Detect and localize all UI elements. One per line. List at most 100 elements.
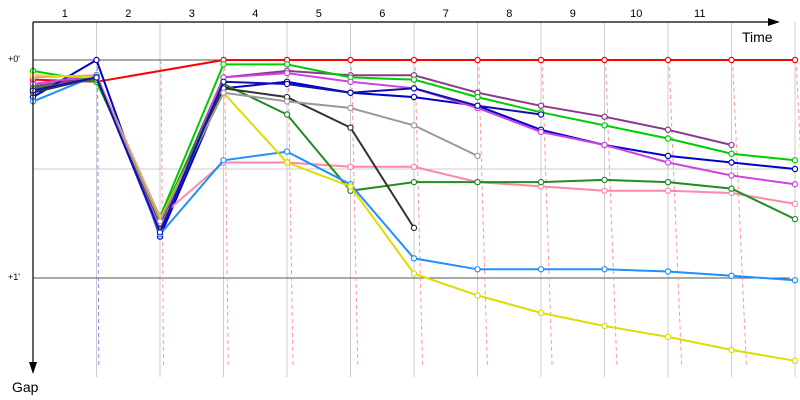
data-point (474, 292, 481, 299)
data-point (664, 135, 672, 142)
data-point (537, 178, 545, 186)
data-point (601, 176, 608, 184)
data-point (728, 159, 735, 166)
data-point (474, 93, 481, 101)
data-point (410, 85, 418, 92)
x-tick-label: 10 (630, 8, 642, 20)
data-point (93, 56, 100, 64)
data-point (283, 148, 291, 155)
x-tick-label: 7 (443, 8, 449, 20)
data-point (347, 124, 354, 131)
y-tick-label: +1' (8, 272, 20, 282)
x-tick-label: 1 (62, 8, 68, 20)
y-tick-label: +0' (8, 54, 20, 64)
data-point (220, 61, 227, 68)
data-point (537, 111, 545, 118)
data-point (791, 357, 799, 365)
data-point (601, 122, 608, 129)
x-tick-label: 9 (570, 8, 576, 20)
time-marker (795, 59, 800, 151)
data-point (347, 104, 354, 112)
x-tick-label: 5 (316, 8, 322, 20)
x-axis-arrow-icon (768, 18, 780, 26)
y-axis-arrow-icon (29, 362, 37, 374)
data-point (410, 163, 418, 171)
time-marker (605, 59, 618, 366)
data-point (283, 80, 291, 88)
data-point (728, 185, 735, 192)
data-point (664, 187, 672, 194)
data-point (410, 122, 418, 129)
data-point (664, 178, 672, 186)
data-point (347, 56, 354, 64)
data-point (283, 98, 291, 105)
data-point (410, 255, 418, 262)
data-point (601, 56, 608, 64)
axes (29, 18, 780, 374)
data-point (601, 141, 608, 149)
data-point (283, 159, 291, 166)
time-marker (732, 59, 747, 366)
time-marker (224, 59, 229, 366)
labels: Time Gap (12, 29, 773, 395)
data-point (601, 322, 608, 330)
data-point (410, 178, 418, 186)
x-tick-label: 6 (379, 8, 385, 20)
data-point (410, 93, 418, 101)
data-point (791, 165, 799, 173)
data-point (537, 102, 545, 109)
data-point (601, 113, 608, 120)
data-point (728, 172, 735, 179)
data-point (410, 76, 418, 83)
data-point (474, 178, 481, 186)
data-point (664, 126, 672, 133)
time-marker (541, 59, 553, 366)
data-point (156, 218, 164, 225)
data-point (728, 56, 735, 64)
data-point (791, 276, 799, 284)
data-point (601, 187, 608, 194)
data-point (664, 268, 672, 275)
data-point (664, 159, 672, 166)
time-marker (160, 59, 165, 366)
data-point (474, 102, 481, 109)
data-point (601, 266, 608, 273)
data-point (791, 215, 799, 223)
data-point (156, 229, 164, 236)
time-marker (97, 59, 100, 366)
y-tick-labels: +0' +1' (8, 54, 20, 282)
data-point (474, 266, 481, 273)
data-point (537, 56, 545, 64)
data-point (220, 157, 227, 164)
data-point (728, 141, 735, 149)
series-group (29, 56, 799, 365)
data-point (728, 346, 735, 354)
data-point (664, 152, 672, 160)
data-point (410, 224, 418, 232)
data-point (537, 309, 545, 317)
data-point (93, 74, 100, 81)
data-point (791, 157, 799, 164)
data-point (347, 163, 354, 171)
data-point (347, 89, 354, 96)
y-axis-label: Gap (12, 379, 39, 395)
data-point (791, 181, 799, 188)
x-axis-label: Time (742, 29, 773, 45)
data-point (347, 183, 354, 190)
data-point (537, 128, 545, 136)
x-tick-label: 11 (694, 8, 705, 20)
data-point (728, 272, 735, 280)
data-point (474, 152, 481, 160)
data-point (220, 89, 227, 96)
data-point (791, 56, 799, 64)
data-point (283, 69, 291, 77)
x-tick-label: 2 (125, 8, 131, 20)
data-point (410, 270, 418, 277)
data-point (664, 56, 672, 64)
data-point (347, 78, 354, 86)
series-line (32, 59, 795, 83)
data-point (220, 78, 227, 86)
time-marker (351, 59, 359, 366)
time-marker (668, 59, 683, 366)
